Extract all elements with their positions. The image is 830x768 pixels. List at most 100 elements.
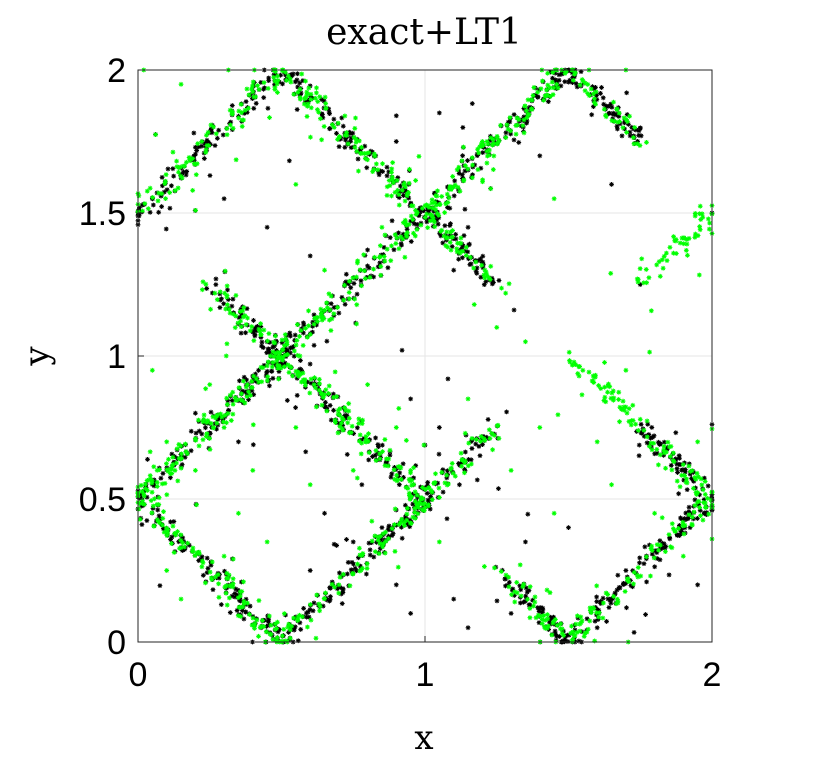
scatter-point-green (425, 203, 431, 209)
scatter-point-green (631, 569, 637, 575)
scatter-point-black (301, 605, 307, 611)
scatter-point-black (677, 523, 682, 528)
scatter-point-green (525, 97, 531, 103)
scatter-point-green (207, 382, 213, 387)
scatter-point-green (626, 406, 632, 412)
scatter-point-green (144, 478, 150, 483)
scatter-point-green (266, 613, 272, 619)
scatter-point-black (690, 477, 696, 483)
scatter-point-green (579, 392, 585, 398)
scatter-point-green (615, 598, 621, 604)
scatter-point-green (340, 571, 346, 577)
scatter-point-green (550, 620, 556, 626)
scatter-point-black (436, 451, 442, 457)
scatter-point-green (587, 608, 593, 613)
scatter-point-green (163, 196, 168, 202)
scatter-point-green (207, 436, 213, 441)
scatter-point-green (436, 212, 442, 218)
scatter-point-black (649, 551, 655, 557)
scatter-point-black (385, 265, 391, 271)
scatter-point-black (453, 236, 459, 242)
scatter-point-black (619, 133, 625, 139)
scatter-point-green (233, 293, 239, 298)
scatter-point-black (410, 501, 416, 507)
scatter-point-green (425, 503, 431, 509)
scatter-point-black (160, 183, 165, 189)
scatter-point-green (451, 184, 456, 190)
scatter-point-green (304, 114, 310, 119)
scatter-point-green (366, 431, 371, 437)
scatter-point-black (440, 240, 446, 246)
scatter-point-green (623, 367, 629, 373)
scatter-point-green (433, 207, 439, 213)
scatter-point-green (260, 618, 265, 623)
scatter-point-green (224, 420, 229, 426)
scatter-point-green (542, 617, 548, 623)
scatter-point-green (164, 533, 170, 538)
scatter-point-green (293, 342, 299, 348)
scatter-point-green (442, 480, 448, 486)
scatter-point-black (307, 361, 313, 367)
scatter-point-black (451, 193, 457, 199)
scatter-point-green (545, 623, 551, 629)
scatter-point-green (514, 115, 520, 121)
scatter-point-green (702, 479, 708, 484)
scatter-point-black (295, 638, 301, 644)
scatter-point-black (200, 572, 206, 578)
scatter-point-green (428, 488, 434, 493)
scatter-point-green (649, 543, 655, 549)
scatter-point-green (268, 632, 274, 638)
scatter-point-black (444, 516, 450, 522)
scatter-point-black (383, 459, 389, 465)
scatter-point-black (650, 434, 655, 440)
scatter-point-black (159, 204, 165, 209)
scatter-point-green (284, 342, 290, 347)
scatter-point-green (336, 590, 342, 596)
scatter-point-green (315, 314, 321, 320)
scatter-point-green (494, 135, 500, 141)
scatter-point-green (147, 185, 153, 191)
scatter-point-green (507, 115, 513, 121)
scatter-point-green (316, 109, 322, 115)
scatter-point-green (404, 505, 410, 511)
scatter-point-black (283, 72, 289, 78)
scatter-point-black (294, 375, 300, 381)
scatter-point-green (382, 550, 388, 556)
scatter-point-black (234, 608, 240, 613)
scatter-point-green (671, 250, 676, 256)
scatter-point-green (603, 590, 609, 596)
scatter-point-black (199, 554, 205, 560)
scatter-point-green (251, 94, 257, 100)
scatter-point-green (236, 604, 242, 610)
scatter-point-black (690, 516, 696, 522)
scatter-point-black (463, 449, 468, 455)
scatter-point-black (255, 324, 260, 329)
scatter-point-black (556, 72, 562, 78)
scatter-point-black (589, 112, 595, 118)
scatter-point-black (674, 461, 680, 467)
scatter-point-black (265, 105, 271, 111)
scatter-point-green (392, 476, 398, 482)
scatter-point-green (283, 336, 289, 342)
scatter-point-green (681, 235, 687, 241)
scatter-point-green (305, 101, 311, 107)
scatter-point-green (214, 412, 220, 418)
scatter-point-black (220, 132, 226, 138)
scatter-point-green (672, 529, 678, 534)
scatter-point-green (334, 394, 339, 400)
scatter-point-green (529, 107, 535, 112)
scatter-point-black (251, 318, 256, 323)
scatter-point-black (297, 80, 303, 86)
scatter-point-green (211, 425, 217, 430)
scatter-point-green (450, 228, 455, 233)
scatter-point-black (249, 388, 255, 394)
scatter-point-green (549, 632, 555, 638)
scatter-point-black (376, 444, 381, 450)
scatter-point-green (192, 161, 198, 167)
scatter-point-black (227, 610, 233, 615)
scatter-point-green (577, 621, 583, 627)
scatter-point-black (680, 467, 686, 473)
scatter-point-green (154, 467, 160, 473)
scatter-point-black (294, 77, 300, 83)
scatter-point-black (658, 545, 664, 551)
